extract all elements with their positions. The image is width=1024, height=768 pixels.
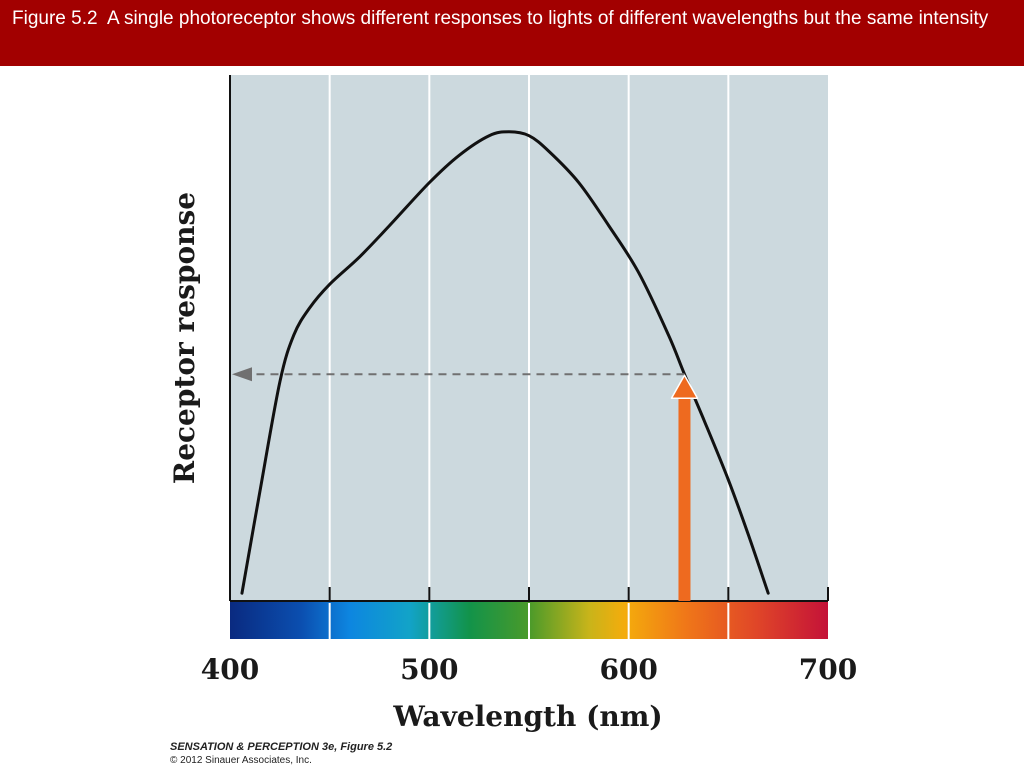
x-tick-label: 400	[201, 653, 259, 686]
grid-lines	[328, 75, 730, 601]
x-axis-label: Wavelength (nm)	[392, 700, 662, 733]
credit-line-title: SENSATION & PERCEPTION 3e, Figure 5.2	[170, 741, 393, 753]
credit-line-copyright: © 2012 Sinauer Associates, Inc.	[170, 755, 312, 766]
x-tick-label: 700	[799, 653, 857, 686]
y-axis-label: Receptor response	[168, 192, 201, 484]
x-tick-label: 500	[400, 653, 458, 686]
title-bar: Figure 5.2 A single photoreceptor shows …	[0, 0, 1024, 66]
response-arrow-head	[232, 367, 252, 382]
stimulus-arrow-head	[670, 374, 699, 399]
figure-title: Figure 5.2 A single photoreceptor shows …	[12, 8, 989, 29]
x-tick-labels: 400 500 600 700	[201, 653, 857, 686]
x-tick-label: 600	[599, 653, 657, 686]
x-ticks	[328, 587, 829, 639]
